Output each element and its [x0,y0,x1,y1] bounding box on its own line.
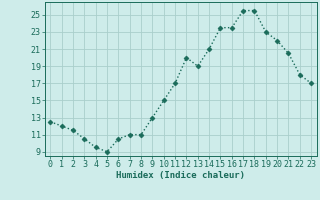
X-axis label: Humidex (Indice chaleur): Humidex (Indice chaleur) [116,171,245,180]
